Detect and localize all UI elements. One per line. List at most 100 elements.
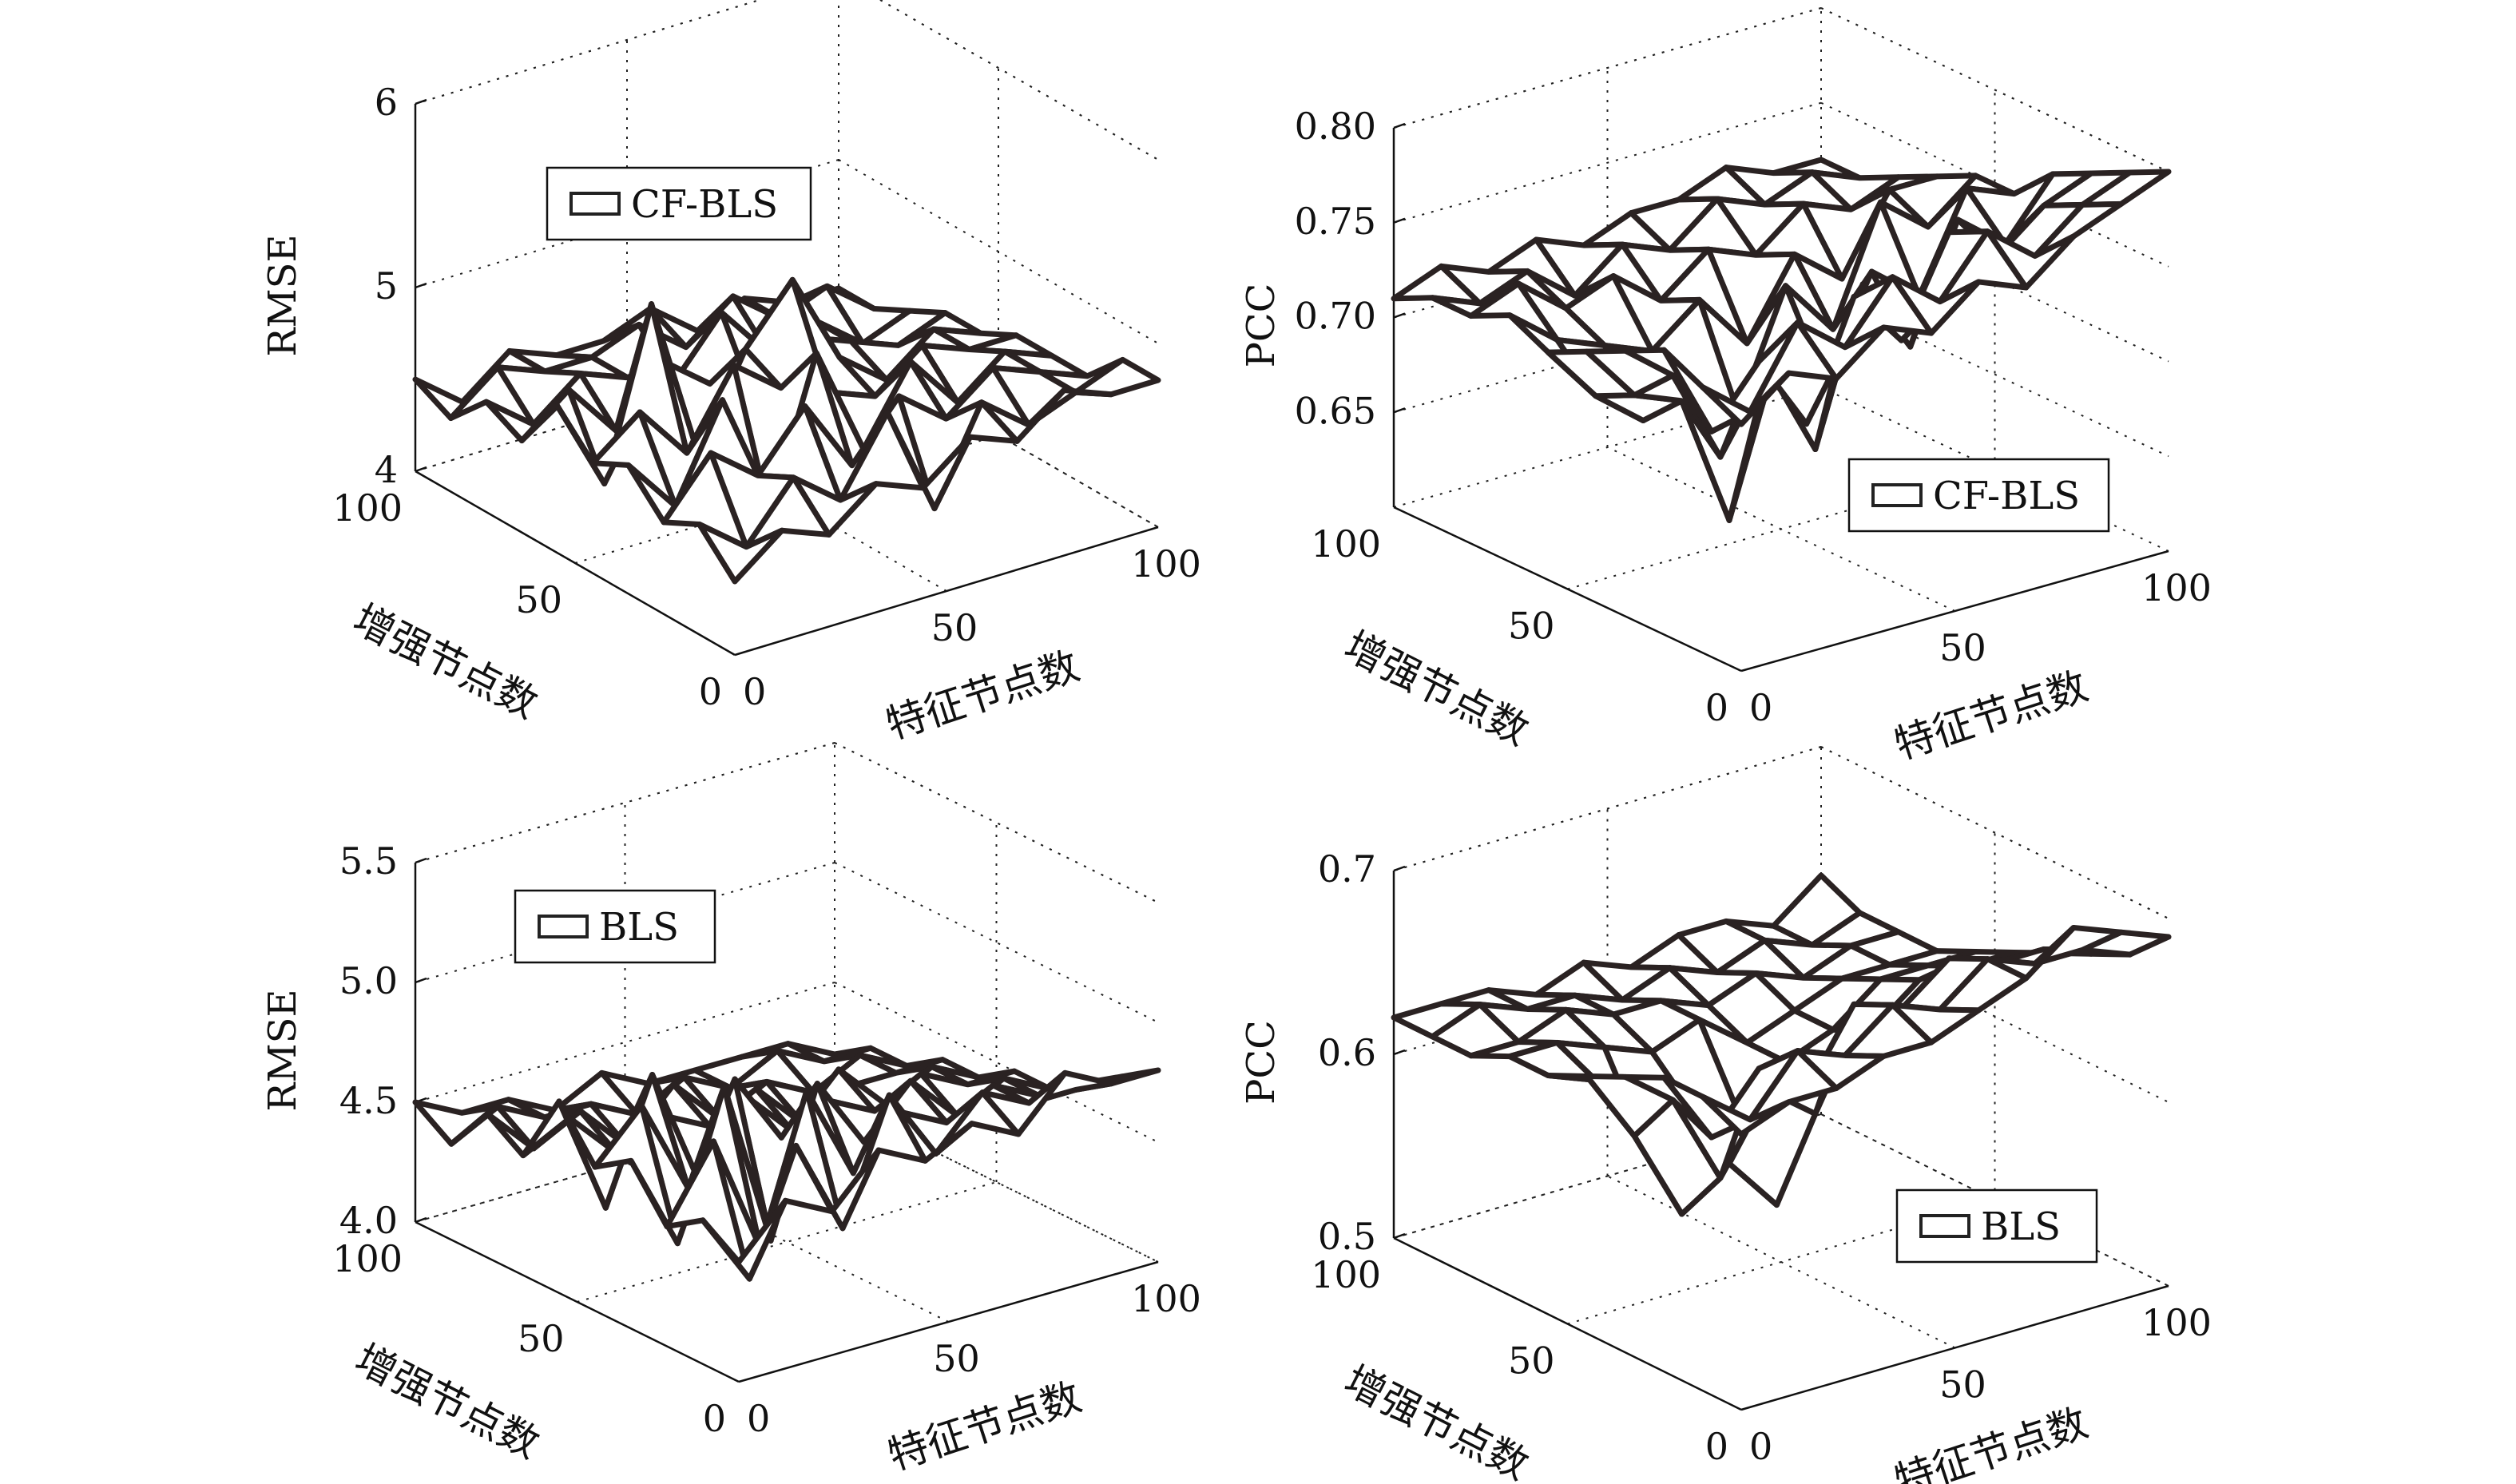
z-tick-mark xyxy=(1393,122,1406,129)
z-tick-label: 5 xyxy=(375,264,398,308)
ygrid-floor xyxy=(1393,387,1822,508)
x-tick-label: 0 xyxy=(743,670,766,713)
x-tick-label: 50 xyxy=(1939,626,1986,669)
z-tick-mark xyxy=(1393,407,1406,414)
z-tick-label: 5.5 xyxy=(339,839,398,883)
y-axis-label: 增强节点数 xyxy=(1337,623,1536,755)
x-axis-label: 特征节点数 xyxy=(1889,663,2093,768)
z-axis-label: RMSE xyxy=(260,234,305,356)
z-tick-mark xyxy=(1393,1232,1406,1240)
y-tick-label: 0 xyxy=(1705,686,1728,729)
ygrid-floor xyxy=(1567,1199,1995,1325)
x-axis-label: 特征节点数 xyxy=(883,1374,1087,1479)
z-tick-mark xyxy=(415,977,427,984)
z-tick-mark xyxy=(1393,217,1406,224)
y-tick-label: 50 xyxy=(1508,605,1555,648)
top-edge-left xyxy=(1393,7,1822,129)
y-axis xyxy=(415,470,736,657)
surface-cell xyxy=(696,521,785,585)
z-tick-label: 0.7 xyxy=(1318,847,1376,891)
legend-label: CF-BLS xyxy=(1933,474,2080,518)
surface-cell xyxy=(1700,1093,1792,1137)
x-tick-label: 0 xyxy=(1749,1425,1772,1468)
surface-cell xyxy=(700,1197,788,1282)
z-tick-label: 0.5 xyxy=(1318,1215,1376,1258)
legend-swatch xyxy=(569,192,621,216)
x-axis-label: 特征节点数 xyxy=(1889,1399,2093,1484)
x-axis xyxy=(1740,1284,2169,1411)
y-tick-label: 100 xyxy=(332,1237,403,1280)
z-tick-mark xyxy=(415,857,427,864)
x-tick-label: 100 xyxy=(2141,566,2212,609)
top-edge-left xyxy=(415,0,763,105)
zgrid-back-left xyxy=(1393,101,1822,224)
y-axis xyxy=(1393,1236,1742,1411)
y-tick-label: 50 xyxy=(518,1317,565,1360)
x-tick-label: 100 xyxy=(1131,542,1201,585)
z-tick-mark xyxy=(1393,865,1406,872)
legend-swatch xyxy=(1871,483,1923,507)
y-tick-label: 100 xyxy=(1311,522,1381,565)
y-axis xyxy=(415,1220,740,1383)
z-tick-label: 6 xyxy=(375,81,398,124)
y-tick-label: 50 xyxy=(1508,1339,1555,1383)
z-tick-mark xyxy=(415,98,427,105)
x-tick-label: 100 xyxy=(2141,1301,2212,1344)
z-tick-label: 0.75 xyxy=(1295,200,1376,243)
top-edge-right xyxy=(834,742,1159,903)
x-axis xyxy=(734,526,1159,657)
x-axis xyxy=(738,1260,1159,1383)
z-axis-label: PCC xyxy=(1239,284,1284,368)
z-tick-mark xyxy=(415,282,427,289)
x-tick-label: 100 xyxy=(1131,1277,1201,1320)
x-tick-label: 50 xyxy=(1939,1363,1986,1407)
legend-label: CF-BLS xyxy=(631,182,778,227)
plot-bls-rmse: 0501000501004.04.55.05.5特征节点数增强节点数RMSEBL… xyxy=(260,742,1201,1479)
y-tick-label: 50 xyxy=(515,578,562,621)
z-tick-mark xyxy=(415,1216,427,1224)
z-tick-label: 5.0 xyxy=(339,959,398,1002)
z-tick-label: 0.65 xyxy=(1295,389,1376,432)
legend-swatch xyxy=(1919,1214,1970,1238)
top-edge-left xyxy=(1393,746,1822,871)
z-tick-mark xyxy=(1393,312,1406,319)
z-tick-label: 0.80 xyxy=(1295,105,1376,148)
x-tick-label: 50 xyxy=(931,606,978,649)
y-tick-label: 0 xyxy=(699,670,722,713)
top-edge-right xyxy=(879,0,1159,161)
z-axis-label: RMSE xyxy=(260,989,305,1111)
legend-label: BLS xyxy=(599,905,679,950)
x-tick-label: 50 xyxy=(933,1337,980,1380)
plot-cf-bls-pcc: 0 50 100 0 50 100 0.65 0.70 0.75 0.80 特征节点数 增强节点数 PC… xyxy=(1239,7,2212,768)
z-axis-label: PCC xyxy=(1239,1020,1284,1105)
surface-cell xyxy=(1700,370,1792,427)
z-tick-mark xyxy=(415,466,427,473)
zgrid-back-right xyxy=(834,742,1159,903)
x-axis-label: 特征节点数 xyxy=(881,642,1085,748)
z-tick-label: 4.0 xyxy=(339,1199,398,1242)
top-edge-right xyxy=(1820,746,2169,919)
top-edge-right xyxy=(1820,7,2169,173)
zgrid-back-right xyxy=(1820,292,2169,458)
z-tick-label: 4.5 xyxy=(339,1079,398,1122)
x-tick-label: 0 xyxy=(1749,686,1772,729)
z-tick-label: 4 xyxy=(375,448,398,491)
y-tick-label: 100 xyxy=(1311,1253,1381,1296)
ygrid-floor xyxy=(1567,468,1995,590)
x-axis xyxy=(1740,550,2169,673)
y-tick-label: 0 xyxy=(703,1397,726,1440)
y-axis-label: 增强节点数 xyxy=(1337,1357,1536,1484)
legend-swatch xyxy=(538,915,589,938)
z-tick-label: 0.70 xyxy=(1295,295,1376,338)
legend-label: BLS xyxy=(1981,1204,2061,1249)
z-tick-label: 0.6 xyxy=(1318,1031,1376,1074)
y-tick-label: 0 xyxy=(1705,1425,1728,1468)
x-tick-label: 0 xyxy=(747,1397,770,1440)
y-tick-label: 100 xyxy=(332,486,403,530)
ygrid-floor xyxy=(1393,1113,1822,1239)
z-tick-mark xyxy=(1393,1049,1406,1056)
y-axis xyxy=(1393,506,1742,673)
